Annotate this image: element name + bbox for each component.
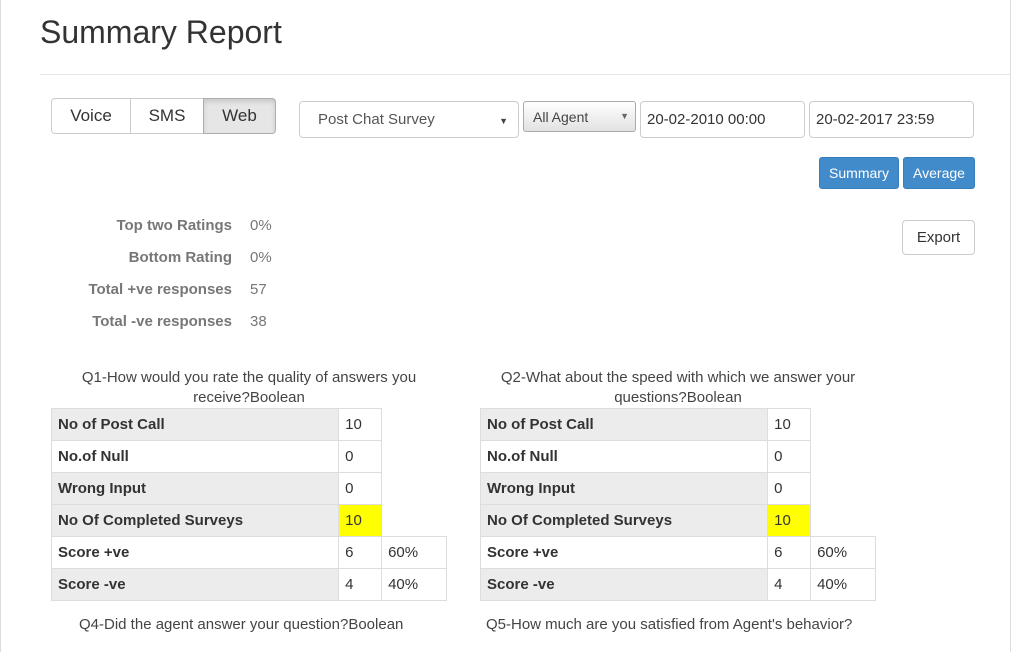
question-title-line: receive?Boolean xyxy=(193,389,305,406)
table-row: Score +ve 6 60% xyxy=(479,536,876,569)
stat-row: Bottom Rating 0% xyxy=(60,242,320,274)
table-row: Wrong Input 0 xyxy=(50,472,447,505)
row-label: No of Post Call xyxy=(479,408,769,441)
stat-label: Total +ve responses xyxy=(88,281,232,298)
question-title-q5: Q5-How much are you satisfied from Agent… xyxy=(486,616,853,633)
stat-row: Total -ve responses 38 xyxy=(60,306,320,338)
web-button[interactable]: Web xyxy=(203,98,276,134)
row-percent: 40% xyxy=(810,568,876,601)
channel-selector: Voice SMS Web xyxy=(51,98,276,134)
table-row: Wrong Input 0 xyxy=(479,472,876,505)
question-table: No of Post Call 10 No.of Null 0 Wrong In… xyxy=(479,408,876,601)
row-value: 4 xyxy=(767,568,812,601)
row-percent: 60% xyxy=(810,536,876,569)
row-value: 0 xyxy=(338,440,383,473)
empty-cell xyxy=(811,505,876,537)
table-row: No of Post Call 10 xyxy=(479,408,876,441)
date-from-input[interactable]: 20-02-2010 00:00 xyxy=(640,101,805,138)
row-value: 6 xyxy=(767,536,812,569)
question-title-line: Q1-How would you rate the quality of ans… xyxy=(81,369,417,386)
agent-select-value: All Agent xyxy=(533,108,589,125)
row-label: Wrong Input xyxy=(479,472,769,505)
summary-stats: Top two Ratings 0% Bottom Rating 0% Tota… xyxy=(60,210,320,338)
row-label: Score -ve xyxy=(479,568,769,601)
row-label: Score -ve xyxy=(50,568,340,601)
summary-button[interactable]: Summary xyxy=(819,157,899,189)
row-percent: 40% xyxy=(381,568,447,601)
row-value: 0 xyxy=(767,440,812,473)
table-row: Score +ve 6 60% xyxy=(50,536,447,569)
stat-value: 0% xyxy=(250,217,272,234)
empty-cell xyxy=(811,441,876,473)
row-label: No Of Completed Surveys xyxy=(50,504,340,537)
row-percent: 60% xyxy=(381,536,447,569)
row-label: Wrong Input xyxy=(50,472,340,505)
stat-label: Total -ve responses xyxy=(92,313,232,330)
agent-select[interactable]: All Agent ▼ xyxy=(523,101,636,132)
completed-surveys-value: 10 xyxy=(767,504,812,537)
row-label: No.of Null xyxy=(50,440,340,473)
completed-surveys-value: 10 xyxy=(338,504,383,537)
question-table: No of Post Call 10 No.of Null 0 Wrong In… xyxy=(50,408,447,601)
table-row: No Of Completed Surveys 10 xyxy=(50,504,447,537)
row-label: No Of Completed Surveys xyxy=(479,504,769,537)
table-row: No Of Completed Surveys 10 xyxy=(479,504,876,537)
row-value: 10 xyxy=(338,408,383,441)
caret-down-icon: ▼ xyxy=(620,111,629,121)
row-value: 4 xyxy=(338,568,383,601)
row-value: 0 xyxy=(767,472,812,505)
question-title-line: Q2-What about the speed with which we an… xyxy=(500,369,856,386)
stat-value: 0% xyxy=(250,249,272,266)
row-value: 10 xyxy=(767,408,812,441)
row-label: No.of Null xyxy=(479,440,769,473)
empty-cell xyxy=(811,409,876,441)
title-divider xyxy=(40,74,1011,75)
stat-row: Top two Ratings 0% xyxy=(60,210,320,242)
row-label: Score +ve xyxy=(479,536,769,569)
average-button[interactable]: Average xyxy=(903,157,975,189)
table-row: No.of Null 0 xyxy=(50,440,447,473)
empty-cell xyxy=(382,473,447,505)
question-title-line: questions?Boolean xyxy=(614,389,742,406)
export-button[interactable]: Export xyxy=(902,220,975,255)
question-title: Q1-How would you rate the quality of ans… xyxy=(51,368,447,408)
stat-value: 38 xyxy=(250,313,267,330)
empty-cell xyxy=(811,473,876,505)
stat-row: Total +ve responses 57 xyxy=(60,274,320,306)
empty-cell xyxy=(382,441,447,473)
stat-value: 57 xyxy=(250,281,267,298)
row-label: Score +ve xyxy=(50,536,340,569)
row-label: No of Post Call xyxy=(50,408,340,441)
caret-down-icon: ▼ xyxy=(499,116,508,126)
question-title: Q2-What about the speed with which we an… xyxy=(480,368,876,408)
survey-select[interactable]: Post Chat Survey ▼ xyxy=(299,101,519,138)
row-value: 6 xyxy=(338,536,383,569)
voice-button[interactable]: Voice xyxy=(51,98,131,134)
stat-label: Top two Ratings xyxy=(116,217,232,234)
table-row: Score -ve 4 40% xyxy=(50,568,447,601)
stat-label: Bottom Rating xyxy=(128,249,232,266)
empty-cell xyxy=(382,409,447,441)
sms-button[interactable]: SMS xyxy=(130,98,204,134)
question-title-q4: Q4-Did the agent answer your question?Bo… xyxy=(79,616,404,633)
table-row: No.of Null 0 xyxy=(479,440,876,473)
page-title: Summary Report xyxy=(40,14,282,50)
empty-cell xyxy=(382,505,447,537)
row-value: 0 xyxy=(338,472,383,505)
table-row: Score -ve 4 40% xyxy=(479,568,876,601)
table-row: No of Post Call 10 xyxy=(50,408,447,441)
date-to-input[interactable]: 20-02-2017 23:59 xyxy=(809,101,974,138)
survey-select-value: Post Chat Survey xyxy=(318,111,435,128)
